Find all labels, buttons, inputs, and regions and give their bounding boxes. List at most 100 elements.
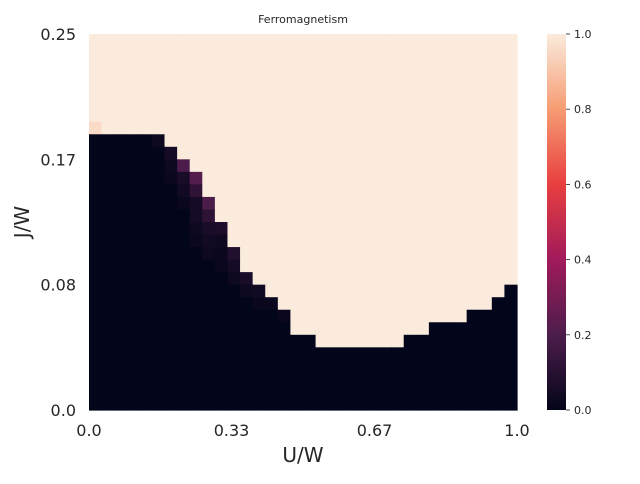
heatmap-cell: [491, 134, 506, 148]
heatmap-cell: [340, 121, 354, 135]
heatmap-cell: [189, 84, 203, 98]
heatmap-cell: [454, 259, 468, 273]
heatmap-cell: [177, 259, 191, 273]
heatmap-cell: [277, 284, 292, 298]
heatmap-cell: [164, 284, 178, 298]
heatmap-cell: [265, 372, 279, 386]
heatmap-cell: [202, 196, 216, 211]
heatmap-cell: [378, 46, 392, 60]
heatmap-cell: [416, 121, 430, 135]
heatmap-cell: [491, 322, 506, 336]
heatmap-cell: [139, 372, 153, 386]
heatmap-cell: [504, 297, 518, 311]
heatmap-cell: [391, 309, 405, 323]
heatmap-cell: [378, 309, 392, 323]
heatmap-cell: [164, 209, 178, 223]
heatmap-cell: [328, 146, 342, 160]
heatmap-cell: [504, 334, 518, 348]
heatmap-cell: [441, 59, 455, 73]
heatmap-cell: [252, 322, 266, 336]
heatmap-cell: [416, 134, 430, 148]
heatmap-cell: [89, 184, 103, 198]
heatmap-cell: [303, 184, 317, 198]
heatmap-cell: [126, 59, 140, 73]
heatmap-cell: [89, 297, 103, 311]
heatmap-cell: [365, 347, 380, 361]
heatmap-cell: [315, 322, 329, 336]
heatmap-cell: [114, 259, 128, 273]
heatmap-cell: [277, 397, 292, 411]
heatmap-cell: [164, 259, 178, 273]
heatmap-cell: [353, 109, 367, 123]
heatmap-cell: [303, 334, 317, 348]
heatmap-cell: [290, 347, 304, 361]
colorbar: [547, 34, 566, 410]
heatmap-cell: [391, 222, 405, 236]
heatmap-cell: [290, 196, 304, 211]
heatmap-cell: [189, 322, 203, 336]
heatmap-cell: [428, 309, 443, 323]
heatmap-cell: [466, 34, 480, 48]
heatmap-cell: [378, 184, 392, 198]
heatmap-cell: [441, 322, 455, 336]
heatmap-cell: [365, 334, 380, 348]
heatmap-cell: [391, 322, 405, 336]
heatmap-cell: [214, 109, 229, 123]
heatmap-cell: [491, 121, 506, 135]
heatmap-cell: [126, 384, 140, 399]
heatmap-cell: [391, 397, 405, 411]
heatmap-cell: [164, 272, 178, 286]
heatmap-cell: [365, 121, 380, 135]
heatmap-cell: [491, 59, 506, 73]
heatmap-cell: [491, 234, 506, 248]
heatmap-cell: [353, 272, 367, 286]
heatmap-cell: [139, 96, 153, 110]
heatmap-cell: [290, 259, 304, 273]
heatmap-cell: [89, 59, 103, 73]
heatmap-cell: [214, 121, 229, 135]
heatmap-cell: [441, 34, 455, 48]
heatmap-cell: [101, 384, 115, 399]
heatmap-cell: [114, 359, 128, 373]
heatmap-cell: [340, 322, 354, 336]
heatmap-cell: [378, 196, 392, 211]
heatmap-cell: [365, 46, 380, 60]
heatmap-cell: [340, 71, 354, 85]
heatmap-cell: [428, 359, 443, 373]
heatmap-cell: [290, 34, 304, 48]
heatmap-cell: [504, 109, 518, 123]
heatmap-cell: [365, 397, 380, 411]
heatmap-cell: [101, 109, 115, 123]
heatmap-cell: [491, 284, 506, 298]
heatmap-cell: [303, 146, 317, 160]
heatmap-cell: [441, 96, 455, 110]
heatmap-cell: [454, 34, 468, 48]
heatmap-cell: [428, 384, 443, 399]
heatmap-cell: [328, 96, 342, 110]
heatmap-cell: [189, 96, 203, 110]
heatmap-cell: [491, 247, 506, 261]
heatmap-cell: [303, 372, 317, 386]
heatmap-cell: [240, 284, 254, 298]
heatmap-cell: [177, 184, 191, 198]
heatmap-cell: [202, 259, 216, 273]
heatmap-cell: [441, 359, 455, 373]
heatmap-cell: [126, 84, 140, 98]
heatmap-cell: [177, 222, 191, 236]
heatmap-cell: [491, 159, 506, 173]
heatmap-cell: [416, 46, 430, 60]
heatmap-cell: [315, 34, 329, 48]
heatmap-cell: [466, 234, 480, 248]
heatmap-cell: [340, 247, 354, 261]
heatmap-cell: [378, 34, 392, 48]
heatmap-cell: [365, 284, 380, 298]
heatmap-cell: [378, 297, 392, 311]
heatmap-cell: [416, 309, 430, 323]
heatmap-cell: [126, 196, 140, 211]
heatmap-cell: [340, 46, 354, 60]
heatmap-cell: [454, 109, 468, 123]
heatmap-cell: [466, 372, 480, 386]
heatmap-cell: [126, 297, 140, 311]
heatmap-cell: [353, 196, 367, 211]
heatmap-cell: [151, 121, 166, 135]
